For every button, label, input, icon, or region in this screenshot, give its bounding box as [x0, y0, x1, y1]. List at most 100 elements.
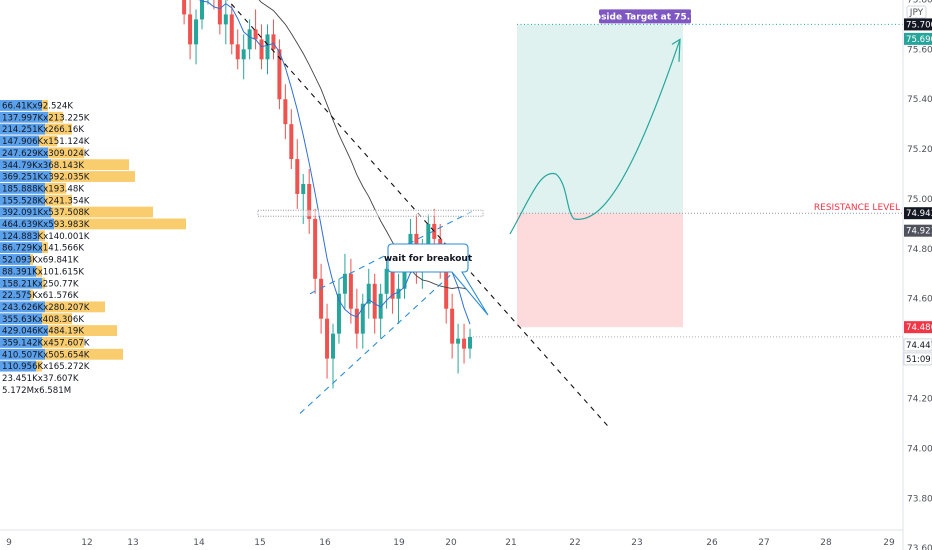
callout[interactable]: wait for breakout [384, 243, 489, 316]
candle [366, 268, 371, 319]
time-tick-label: 9 [6, 538, 12, 548]
stop-loss-zone[interactable] [517, 213, 683, 328]
candle [360, 293, 365, 349]
volume-buy-bar [0, 123, 45, 135]
currency-badge[interactable]: JPY [909, 8, 924, 18]
volume-profile-row: 410.507Kx505.654K [0, 348, 123, 360]
volume-sell-bar [45, 194, 72, 206]
volume-profile-row: 86.729Kx141.566K [0, 242, 84, 254]
time-tick-label: 27 [758, 538, 769, 548]
candle [348, 258, 353, 324]
candle [188, 0, 193, 60]
volume-profile-label: 464.639Kx593.983K [2, 220, 90, 230]
volume-profile-label: 5.172Mx6.581M [2, 386, 71, 396]
svg-text:74.921: 74.921 [906, 227, 932, 237]
resistance-price-label: 74.943 [904, 207, 932, 220]
volume-profile-label: 185.888Kx193.48K [2, 184, 84, 194]
volume-profile-label: 355.63Kx408.306K [2, 315, 84, 325]
wedge-lower-line[interactable] [299, 258, 469, 414]
projected-path-arrow[interactable] [509, 39, 681, 235]
volume-profile-row: 155.528Kx241.354K [0, 194, 90, 206]
resistance-zone[interactable] [257, 209, 484, 217]
volume-sell-bar [42, 337, 84, 348]
callout-bubble[interactable] [387, 243, 489, 316]
volume-profile-label: 214.251Kx266.16K [2, 125, 84, 135]
time-tick-label: 19 [393, 538, 405, 548]
volume-profile-row: 355.63Kx408.306K [0, 313, 84, 325]
price-tick-label: 75.000 [907, 195, 932, 205]
volume-profile-label: 247.629Kx309.024K [2, 149, 90, 159]
volume-buy-bar [0, 182, 45, 194]
candle [307, 169, 312, 234]
profit-zone[interactable] [517, 24, 683, 214]
volume-buy-bar [0, 348, 45, 360]
bar-countdown-label: 51:09 [903, 352, 932, 366]
descending-trendline[interactable] [45, 0, 611, 429]
volume-sell-bar [42, 277, 45, 289]
candle [354, 288, 359, 349]
volume-sell-bar [45, 348, 123, 360]
volume-profile-row: 185.888Kx193.48K [0, 182, 84, 194]
candle [378, 283, 383, 339]
volume-sell-bar [51, 206, 153, 218]
candle [325, 303, 330, 379]
volume-buy-bar [0, 206, 51, 218]
candle [462, 323, 467, 364]
volume-buy-bar [0, 277, 42, 289]
svg-text:74.943: 74.943 [906, 209, 932, 219]
time-tick-label: 26 [706, 538, 718, 548]
time-tick-label: 21 [505, 538, 516, 548]
arrow-head-icon [671, 38, 681, 62]
candle [229, 4, 234, 55]
candle [468, 328, 472, 359]
volume-sell-bar [48, 325, 117, 336]
price-axis[interactable]: 73.60073.80074.00074.20074.40074.60074.8… [907, 0, 932, 550]
target-tag-text: Upside Target at 75.70 [587, 12, 702, 22]
time-tick-label: 12 [81, 538, 92, 548]
volume-sell-bar [42, 313, 72, 325]
candle [450, 293, 455, 359]
candle [217, 0, 222, 35]
volume-profile-row: 66.41Kx92.524K [0, 100, 73, 112]
volume-buy-bar [0, 218, 54, 230]
resistance-level-label: RESISTANCE LEVEL [814, 203, 900, 213]
volume-sell-bar [45, 301, 105, 313]
volume-buy-bar [0, 230, 39, 242]
volume-sell-bar [30, 254, 33, 265]
volume-profile-label: 86.729Kx141.566K [2, 244, 84, 254]
moving-average-fast [198, 0, 471, 325]
candle [223, 0, 228, 45]
time-axis[interactable]: 9 12 13 14 15 16 19 20 21 22 23 26 27 28 29 [6, 538, 895, 548]
time-tick-label: 14 [193, 538, 205, 548]
volume-buy-bar [0, 111, 48, 123]
candle [336, 278, 341, 344]
volume-profile-label: 392.091Kx537.508K [2, 208, 90, 218]
volume-profile-label: 88.391Kx101.615K [2, 267, 84, 277]
volume-profile-label: 243.626Kx280.207K [2, 303, 90, 313]
volume-sell-bar [51, 171, 135, 182]
candle [199, 0, 204, 30]
volume-profile-row: 392.091Kx537.508K [0, 206, 153, 218]
volume-profile-label: 23.451Kx37.607K [2, 374, 79, 384]
volume-profile-label: 52.093Kx69.841K [2, 256, 79, 266]
volume-profile-label: 410.507Kx505.654K [2, 350, 90, 360]
svg-text:74.447: 74.447 [906, 341, 932, 351]
volume-buy-bar [0, 171, 51, 182]
volume-sell-bar [45, 123, 72, 135]
volume-profile-row: 23.451Kx37.607K [2, 374, 79, 384]
volume-buy-bar [0, 254, 30, 265]
price-tick-label: 75.200 [907, 145, 932, 155]
volume-profile-label: 137.997Kx213.225K [2, 113, 90, 123]
time-tick-label: 20 [445, 538, 457, 548]
target-price-label: 75.700 [904, 18, 932, 31]
last-price-label: 74.447 [903, 338, 932, 352]
volume-profile-row: 243.626Kx280.207K [0, 301, 105, 313]
svg-text:75.700: 75.700 [906, 20, 932, 30]
volume-buy-bar [0, 159, 51, 171]
volume-buy-bar [0, 242, 42, 254]
volume-profile-row: 344.79Kx368.143K [0, 159, 129, 171]
time-tick-label: 22 [569, 538, 580, 548]
time-tick-label: 23 [631, 538, 642, 548]
volume-profile-label: 359.142Kx457.607K [2, 339, 90, 349]
